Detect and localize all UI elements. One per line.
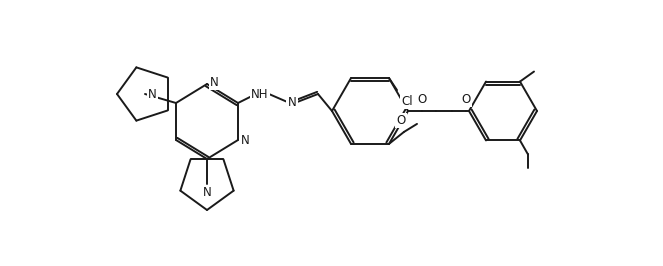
Text: O: O xyxy=(461,93,471,106)
Text: N: N xyxy=(241,134,250,147)
Text: NH: NH xyxy=(251,88,269,101)
Text: Cl: Cl xyxy=(401,95,412,108)
Text: N: N xyxy=(148,88,156,101)
Text: O: O xyxy=(418,93,426,106)
Text: N: N xyxy=(288,96,296,109)
Text: O: O xyxy=(396,114,406,127)
Text: N: N xyxy=(203,186,211,199)
Text: N: N xyxy=(210,76,219,89)
